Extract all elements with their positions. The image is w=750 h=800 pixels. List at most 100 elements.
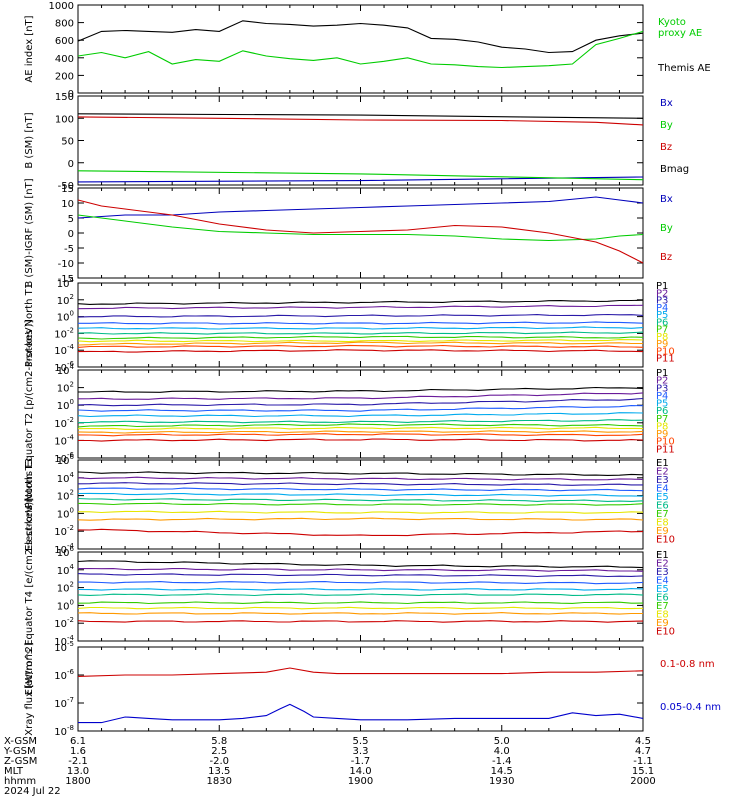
series-line-p1 (77, 299, 644, 305)
y-axis-label: AE index [nT] (24, 15, 35, 82)
legend-entry: P2 (656, 288, 668, 299)
y-tick-label: 102 (57, 489, 74, 503)
ephemeris-value: 4.0 (494, 746, 510, 757)
legend-entry: E4 (656, 576, 669, 587)
legend-entry: P3 (656, 296, 668, 307)
legend-themis: Themis AE (657, 63, 711, 74)
y-tick-label: 10-6 (54, 360, 74, 374)
series-line-e5 (77, 492, 644, 497)
series-line-e3 (77, 573, 644, 578)
ephemeris-value: 5.0 (494, 736, 510, 747)
legend-entry: Bmag (660, 164, 689, 175)
y-tick-label: 10-2 (54, 524, 74, 538)
series-line-p9 (77, 430, 644, 434)
legend-entry: P9 (656, 429, 668, 440)
legend-entry: E8 (656, 610, 669, 621)
y-tick-label: 100 (57, 398, 74, 412)
y-axis-label: Protons North T1 (24, 283, 35, 367)
y-axis-label: B (SM) [nT] (24, 112, 35, 168)
series-line-p2 (77, 392, 644, 400)
ephemeris-value: 1.6 (70, 746, 86, 757)
series-line-p7 (77, 423, 644, 428)
series-line-p5 (77, 326, 644, 330)
series-line-p3 (77, 397, 644, 407)
panel-1: 0 200 400 600 800 1000 AE index [nT] Kyotoproxy… (24, 1, 711, 100)
series-line-p3 (77, 313, 644, 318)
y-tick-label: 102 (57, 381, 74, 395)
legend-entry: P2 (656, 376, 668, 387)
series-line-p1 (78, 386, 644, 393)
panel-6: 10-4 10-2 100 102 104 106 Electrons North T3 E1… (24, 453, 675, 556)
y-tick-label: 150 (55, 92, 74, 103)
y-tick-label: 800 (55, 19, 74, 30)
x-axis-ephemeris: X-GSM 6.1 5.8 5.5 5.0 4.5 Y-GSM 1.6 2.5 3.3 4.0 4.7… (3, 736, 656, 797)
series-line-e7 (77, 502, 644, 506)
legend-entry: P3 (656, 383, 668, 394)
series-line-p8 (77, 339, 644, 343)
series-line-p7 (77, 335, 644, 340)
ephemeris-value: -1.1 (633, 756, 653, 767)
legend-entry: E3 (656, 475, 669, 486)
ephemeris-value: 4.7 (635, 746, 651, 757)
legend-entry: E2 (656, 467, 669, 478)
ephemeris-value: 5.5 (353, 736, 369, 747)
ephemeris-value: 1900 (348, 776, 373, 787)
y-tick-label: 102 (57, 293, 74, 307)
y-tick-label: 1000 (49, 1, 74, 12)
ephemeris-value: 13.0 (67, 766, 89, 777)
y-tick-label: -50 (58, 181, 74, 192)
legend-entry: P10 (656, 437, 675, 448)
y-tick-label: 10-4 (54, 634, 74, 648)
series-line-e10 (77, 620, 644, 623)
legend-entry: P4 (656, 391, 668, 402)
y-tick-label: 0 (68, 89, 74, 100)
series-line-e2 (77, 567, 644, 572)
y-axis-label: Electrons Equator T4 [e/(cm2-s-sr-keV)] (24, 498, 35, 695)
panel-5: 10-6 10-4 10-2 100 102 104 Protons Equator T2 … (24, 319, 675, 508)
ephemeris-label: Y-GSM (3, 746, 36, 757)
y-tick-label: 400 (55, 54, 74, 65)
series-line-p4 (78, 321, 644, 325)
y-tick-label: 10-4 (54, 542, 74, 556)
legend-entry: E6 (656, 593, 669, 604)
ephemeris-value: 13.5 (208, 766, 230, 777)
y-tick-label: 100 (57, 598, 74, 612)
y-tick-label: -10 (58, 259, 74, 270)
legend-entry: P8 (656, 332, 668, 343)
panel-frame (77, 369, 644, 459)
panel-frame (77, 4, 644, 94)
ephemeris-value: -2.0 (209, 756, 229, 767)
y-tick-label: 10-6 (54, 451, 74, 465)
series-line-bmag (77, 113, 644, 119)
series-line-p8 (77, 426, 644, 430)
series-line-e1 (77, 560, 644, 569)
y-tick-label: -5 (64, 244, 74, 255)
legend-entry: E5 (656, 492, 669, 503)
ephemeris-label: hhmm (4, 776, 36, 787)
legend-entry: P7 (656, 414, 668, 425)
y-tick-label: -15 (58, 274, 74, 285)
series-line-e3 (77, 482, 643, 486)
series-line-e8 (77, 606, 644, 610)
ephemeris-value: -1.4 (492, 756, 512, 767)
series-line-p11 (78, 438, 644, 442)
y-tick-label: 10-5 (54, 640, 74, 654)
series-line-p10 (77, 344, 644, 348)
series-line-p5 (77, 412, 644, 418)
legend-entry: E10 (656, 535, 675, 546)
series-line-e4 (78, 581, 644, 585)
series-line-e1 (77, 471, 644, 476)
legend-entry: E1 (656, 458, 669, 469)
panel-frame (77, 646, 644, 732)
legend-entry: P1 (656, 368, 668, 379)
y-tick-label: 104 (57, 363, 75, 377)
legend-entry: P6 (656, 317, 668, 328)
series-line-p11 (77, 349, 644, 353)
ephemeris-label: Z-GSM (4, 756, 37, 767)
legend-entry: Bx (660, 194, 673, 205)
y-tick-label: 10 (61, 199, 74, 210)
legend-entry: P8 (656, 421, 668, 432)
legend-entry: By (660, 223, 673, 234)
